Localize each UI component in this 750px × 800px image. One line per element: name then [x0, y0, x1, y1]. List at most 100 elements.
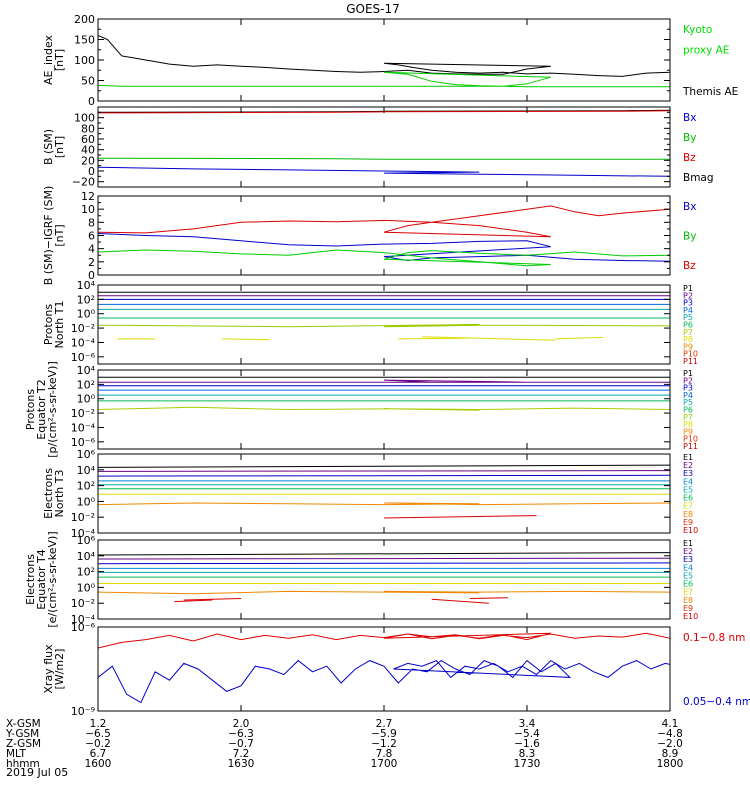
y-axis-label-line: Equator T2	[35, 379, 48, 439]
legend-entry: P9	[683, 427, 693, 436]
series-line-2	[98, 470, 670, 472]
x-row-value: −6.3	[228, 728, 254, 740]
legend-entry: By	[683, 231, 696, 243]
y-axis-label-line: [e/(cm²-s-sr-keV)]	[46, 531, 59, 627]
x-row-value: 1630	[228, 758, 255, 770]
y-axis-label-line: [W/m2]	[53, 649, 66, 690]
series-line-2	[98, 379, 670, 383]
legend-entry: E9	[683, 518, 693, 527]
legend-entry: P1	[683, 369, 693, 378]
y-tick-label: 8	[88, 216, 95, 229]
x-row-value: −0.2	[85, 738, 111, 750]
y-tick-label: 10⁻⁴	[71, 613, 96, 626]
series-line-11	[422, 336, 556, 341]
x-row-value: −5.9	[371, 728, 397, 740]
legend-entry: P4	[683, 391, 693, 400]
legend-entry: E4	[683, 477, 693, 486]
y-axis-label-line: [nT]	[53, 224, 66, 246]
panel-legend: Bx By Bz	[683, 201, 696, 272]
x-row-value: 6.7	[90, 748, 107, 760]
series-line-2	[98, 71, 670, 88]
x-row-value: 8.3	[519, 748, 536, 760]
y-tick-label: 12	[81, 190, 95, 203]
panel-legend: Bx By Bz Bmag	[683, 112, 714, 184]
y-tick-label: 40	[81, 144, 95, 157]
panel-series-group	[98, 109, 670, 179]
y-axis-label: B (SM)[nT]	[42, 129, 66, 165]
series-line-8	[98, 590, 670, 595]
series-line-11	[469, 597, 508, 599]
panel-frame	[97, 284, 671, 365]
series-line-10	[174, 599, 213, 603]
series-line-13	[718, 338, 750, 339]
series-line-1	[98, 632, 670, 649]
y-tick-label: 10²	[77, 293, 95, 306]
y-tick-label: 10⁶	[77, 448, 96, 461]
y-tick-label: 10²	[77, 566, 95, 579]
y-axis-label-line: [nT]	[53, 136, 66, 158]
legend-entry: E6	[683, 580, 693, 589]
series-line-3	[98, 562, 670, 565]
legend-entry: E8	[683, 510, 693, 519]
x-row-value: 2.7	[376, 718, 393, 730]
panel-series-group	[98, 632, 670, 704]
y-tick-label: 10²	[77, 378, 95, 391]
y-tick-label: −20	[72, 176, 95, 189]
panel-1: 0 50 100 150 200 AE_index[nT] Kyoto proxy AE The…	[42, 13, 738, 108]
y-tick-label: 2	[88, 256, 95, 269]
legend-entry: E4	[683, 563, 693, 572]
legend-entry: E6	[683, 494, 693, 503]
series-line-3	[98, 157, 670, 160]
series-line-2	[98, 557, 670, 560]
panel-8: 10⁻⁶ 10⁻⁹ Xray flux[W/m2] 0.1−0.8 nm 0.05−0.…	[42, 621, 750, 718]
y-tick-label: 10⁻⁶	[71, 351, 96, 364]
date-label: 2019 Jul 05	[6, 766, 68, 779]
y-axis-label: ElectronsEquator T4[e/(cm²-s-sr-keV)]	[24, 531, 59, 627]
legend-entry: E8	[683, 596, 693, 605]
legend-entry: P10	[683, 435, 698, 444]
legend-entry: P7	[683, 413, 693, 422]
legend-entry: P7	[683, 328, 693, 337]
x-row-label: hhmm	[6, 758, 40, 770]
x-row-value: 2.0	[233, 718, 250, 730]
series-line-1	[98, 464, 670, 468]
panel-series-group	[98, 34, 670, 88]
y-tick-label: 0	[88, 165, 95, 178]
series-line-9	[221, 338, 270, 341]
y-tick-label: 6	[88, 230, 95, 243]
y-tick-label: 10⁰	[77, 581, 96, 594]
x-row-value: −0.7	[228, 738, 254, 750]
legend-entry: P8	[683, 420, 693, 429]
series-line-1	[98, 199, 670, 238]
series-line-9	[383, 515, 537, 519]
legend-entry: E5	[683, 571, 693, 580]
legend-entry: P5	[683, 398, 693, 407]
x-row-value: 1.2	[90, 718, 107, 730]
panel-series-group	[98, 552, 670, 604]
legend-entry: P3	[683, 299, 693, 308]
x-row-label: Z-GSM	[6, 738, 41, 750]
y-axis-label-line: [p/(cm²-s-sr-keV)]	[46, 361, 59, 458]
legend-entry: P2	[683, 376, 693, 385]
x-row-label: Y-GSM	[5, 728, 39, 740]
y-axis-label-line: Electrons	[24, 554, 37, 605]
legend-entry: P6	[683, 406, 693, 415]
legend-entry: P11	[683, 357, 698, 366]
y-axis-label-line: B (SM)	[42, 129, 55, 165]
panel-7: 10⁶ 10⁴ 10² 10⁰ 10⁻² 10⁻⁴ ElectronsEquator T4[…	[24, 531, 698, 627]
y-tick-label: 200	[74, 13, 95, 26]
series-line-1	[98, 552, 670, 556]
x-row-value: −5.4	[514, 728, 540, 740]
y-tick-label: 10⁶	[77, 534, 96, 547]
y-tick-label: 10	[81, 203, 95, 216]
y-tick-label: 10⁻⁴	[71, 336, 96, 349]
y-tick-label: 10⁻⁴	[71, 527, 96, 540]
series-line-7	[98, 406, 670, 411]
series-line-12	[431, 598, 489, 604]
y-tick-label: 10⁻⁶	[71, 621, 96, 634]
